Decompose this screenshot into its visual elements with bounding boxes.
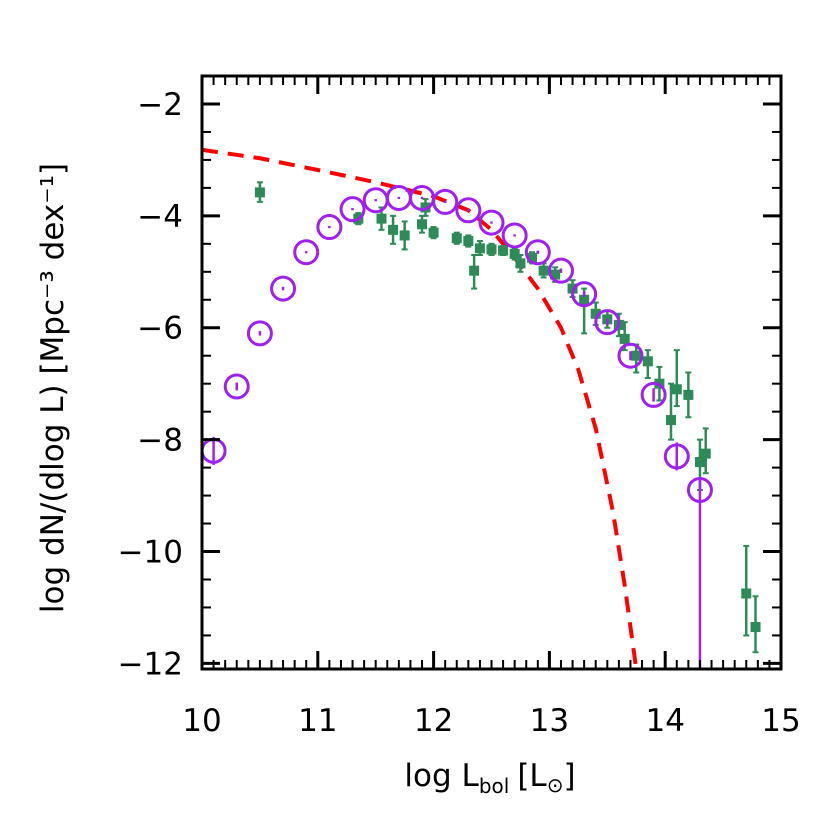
circle-point-19 <box>640 381 667 408</box>
y-axis-title: log dN/(dlog L) [Mpc⁻³ dex⁻¹] <box>35 163 71 613</box>
circle-point-20 <box>663 443 690 470</box>
square-point-21 <box>590 308 601 319</box>
circle-point-3 <box>270 275 297 302</box>
circle-point-1 <box>223 373 250 400</box>
y-tick-label-1: −4 <box>137 199 183 235</box>
y-tick-label-0: −2 <box>137 87 183 123</box>
circle-point-10 <box>432 188 459 215</box>
x-tick-label-0: 10 <box>182 703 221 739</box>
square-point-13 <box>498 245 509 256</box>
sun-symbol: ⊙ <box>547 773 564 797</box>
circle-point-21 <box>686 476 713 503</box>
square-point-31 <box>694 457 705 468</box>
square-point-28 <box>665 415 676 426</box>
square-point-11 <box>474 243 485 254</box>
square-point-0 <box>254 187 265 198</box>
x-tick-label-2: 12 <box>414 703 453 739</box>
square-point-12 <box>486 244 497 255</box>
circle-point-11 <box>455 197 482 224</box>
square-point-4 <box>399 230 410 241</box>
square-point-33 <box>741 588 752 599</box>
circle-point-5 <box>316 214 343 241</box>
plot-content <box>202 147 761 669</box>
square-point-17 <box>538 265 549 276</box>
square-point-9 <box>463 236 474 247</box>
square-point-15 <box>515 258 526 269</box>
square-point-24 <box>619 333 630 344</box>
x-tick-label-3: 13 <box>530 703 569 739</box>
square-point-10 <box>469 265 480 276</box>
square-point-8 <box>451 233 462 244</box>
circle-point-13 <box>501 222 528 249</box>
x-axis-title-close: ] <box>563 758 575 794</box>
circle-point-14 <box>524 239 551 266</box>
x-tick-label-5: 15 <box>761 703 800 739</box>
square-point-29 <box>671 384 682 395</box>
square-point-20 <box>579 294 590 305</box>
square-point-34 <box>750 622 761 633</box>
square-point-2 <box>376 213 387 224</box>
square-point-25 <box>631 350 642 361</box>
square-point-16 <box>527 252 538 263</box>
x-axis-title-sub: bol <box>479 774 510 798</box>
y-tick-label-4: −10 <box>118 535 183 571</box>
y-tick-label-3: −8 <box>137 423 183 459</box>
axes-layer: 10 11 12 13 14 15 −2 −4 −6 −8 −10 −12 <box>118 74 801 739</box>
circle-point-16 <box>571 281 598 308</box>
circle-point-17 <box>594 309 621 336</box>
x-axis-title-unit: [L <box>517 758 547 794</box>
circle-point-4 <box>293 239 320 266</box>
y-tick-label-2: −6 <box>137 311 183 347</box>
square-point-18 <box>550 269 561 280</box>
x-axis-title: log Lbol [L⊙] <box>404 758 575 798</box>
x-tick-label-4: 14 <box>645 703 684 739</box>
square-point-5 <box>417 219 428 230</box>
circle-point-6 <box>339 196 366 223</box>
circle-point-18 <box>617 342 644 369</box>
square-point-30 <box>683 389 694 400</box>
circle-point-2 <box>246 320 273 347</box>
x-axis-title-main: log L <box>404 758 479 794</box>
circle-point-15 <box>547 257 574 284</box>
square-point-7 <box>428 227 439 238</box>
square-point-32 <box>700 448 711 459</box>
circle-point-12 <box>478 209 505 236</box>
y-tick-label-5: −12 <box>118 646 183 682</box>
square-point-3 <box>388 224 399 235</box>
square-point-14 <box>509 248 520 259</box>
square-point-26 <box>642 356 653 367</box>
x-tick-label-1: 11 <box>298 703 337 739</box>
